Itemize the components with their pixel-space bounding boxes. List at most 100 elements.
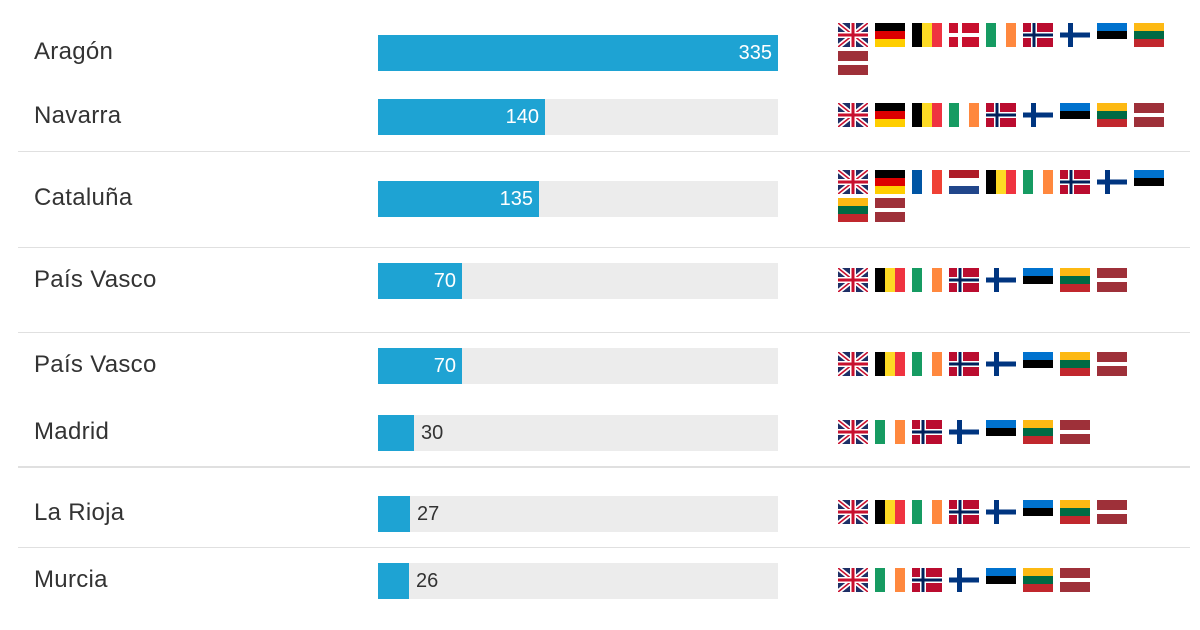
bar-value-label: 30 (421, 422, 444, 444)
flag-ie-icon (912, 500, 942, 524)
bar-value-label: 27 (417, 503, 440, 525)
flag-be-icon (912, 23, 942, 47)
flag-uk-icon (838, 500, 868, 524)
flag-lv-icon (1097, 500, 1127, 524)
flag-de-icon (875, 103, 905, 127)
bar-value-label: 140 (505, 106, 539, 128)
bar-track: 26 (378, 563, 778, 599)
country-flags (838, 23, 1178, 79)
flag-lt-icon (1023, 420, 1053, 444)
flag-no-icon (949, 352, 979, 376)
flag-ee-icon (1023, 352, 1053, 376)
bar-value-label: 70 (433, 355, 456, 377)
row-label: La Rioja (34, 499, 125, 526)
row-separator (18, 151, 1190, 152)
country-flags (838, 268, 1178, 296)
bar-track: 335 (378, 35, 778, 71)
flag-ee-icon (1060, 103, 1090, 127)
flag-fi-icon (1060, 23, 1090, 47)
country-flags (838, 568, 1178, 596)
flag-be-icon (875, 268, 905, 292)
bar (378, 181, 539, 217)
flag-ee-icon (1023, 500, 1053, 524)
bar-value-label: 70 (433, 270, 456, 292)
row-label: Madrid (34, 418, 110, 445)
bar (378, 415, 414, 451)
flag-lv-icon (1060, 420, 1090, 444)
bar-track: 70 (378, 263, 778, 299)
flag-no-icon (1060, 170, 1090, 194)
flag-fi-icon (1097, 170, 1127, 194)
flag-uk-icon (838, 170, 868, 194)
bar-track: 70 (378, 348, 778, 384)
flag-fi-icon (986, 352, 1016, 376)
flag-be-icon (875, 352, 905, 376)
country-flags (838, 103, 1178, 131)
country-flags (838, 420, 1178, 448)
flag-lt-icon (1060, 268, 1090, 292)
country-flags (838, 170, 1178, 226)
flag-fi-icon (949, 568, 979, 592)
flag-no-icon (949, 500, 979, 524)
flag-ee-icon (986, 420, 1016, 444)
flag-uk-icon (838, 352, 868, 376)
row-label: País Vasco (34, 351, 157, 378)
bar-track: 140 (378, 99, 778, 135)
flag-lt-icon (1023, 568, 1053, 592)
row-label: Murcia (34, 566, 108, 593)
flag-nl-icon (949, 170, 979, 194)
flag-ee-icon (986, 568, 1016, 592)
flag-fi-icon (1023, 103, 1053, 127)
flag-ie-icon (949, 103, 979, 127)
row-label: País Vasco (34, 266, 157, 293)
flag-ee-icon (1023, 268, 1053, 292)
flag-uk-icon (838, 268, 868, 292)
flag-ee-icon (1097, 23, 1127, 47)
country-flags (838, 352, 1178, 380)
bar (378, 35, 778, 71)
flag-be-icon (875, 500, 905, 524)
flag-no-icon (949, 268, 979, 292)
bar-value-label: 26 (416, 570, 439, 592)
flag-lt-icon (1060, 500, 1090, 524)
flag-lv-icon (1097, 268, 1127, 292)
flag-fi-icon (986, 268, 1016, 292)
flag-fi-icon (949, 420, 979, 444)
flag-fi-icon (986, 500, 1016, 524)
flag-lv-icon (1060, 568, 1090, 592)
flag-no-icon (912, 420, 942, 444)
row-label: Cataluña (34, 184, 133, 211)
bar-value-label: 335 (738, 42, 772, 64)
flag-lt-icon (1134, 23, 1164, 47)
flag-lv-icon (838, 51, 868, 75)
bar (378, 496, 410, 532)
flag-be-icon (912, 103, 942, 127)
bar-track: 27 (378, 496, 778, 532)
flag-no-icon (1023, 23, 1053, 47)
flag-be-icon (986, 170, 1016, 194)
row-separator (18, 466, 1190, 468)
bar (378, 348, 462, 384)
flag-ie-icon (1023, 170, 1053, 194)
flag-de-icon (875, 170, 905, 194)
flag-ee-icon (1134, 170, 1164, 194)
flag-ie-icon (912, 352, 942, 376)
flag-lv-icon (875, 198, 905, 222)
country-flags (838, 500, 1178, 528)
flag-no-icon (986, 103, 1016, 127)
bar (378, 563, 409, 599)
flag-lt-icon (1060, 352, 1090, 376)
row-label: Aragón (34, 38, 114, 65)
bar (378, 99, 545, 135)
flag-ie-icon (986, 23, 1016, 47)
row-separator (18, 247, 1190, 248)
bar (378, 263, 462, 299)
bar-track: 135 (378, 181, 778, 217)
flag-dk-icon (949, 23, 979, 47)
row-label: Navarra (34, 102, 122, 129)
flag-ie-icon (875, 420, 905, 444)
flag-lv-icon (1097, 352, 1127, 376)
flag-lv-icon (1134, 103, 1164, 127)
flag-de-icon (875, 23, 905, 47)
